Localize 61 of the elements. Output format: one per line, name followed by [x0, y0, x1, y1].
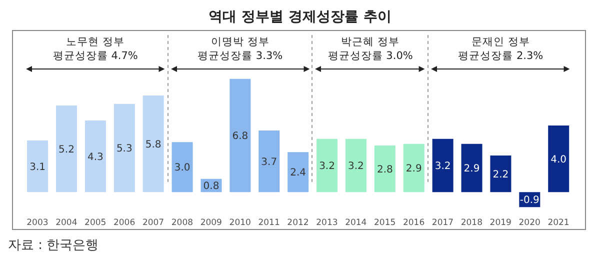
data-label: 2.8 — [376, 164, 393, 176]
data-label: 3.1 — [30, 162, 46, 173]
bar — [84, 120, 106, 192]
bar — [403, 144, 424, 192]
x-tick-label: 2007 — [142, 218, 164, 228]
x-tick-label: 2021 — [548, 218, 570, 228]
data-label: 3.2 — [434, 160, 451, 172]
bar — [490, 155, 512, 192]
x-tick-label: 2012 — [287, 218, 309, 228]
data-label: 5.2 — [58, 144, 74, 156]
x-tick-label: 2006 — [113, 218, 136, 228]
bar — [288, 152, 309, 192]
bar — [114, 104, 135, 192]
data-label: 2.4 — [290, 168, 306, 179]
x-tick-label: 2003 — [26, 218, 48, 228]
data-label: 5.8 — [145, 139, 162, 150]
data-label: 4.3 — [87, 152, 104, 163]
x-tick-label: 2013 — [316, 218, 338, 228]
data-label: 3.2 — [348, 160, 364, 172]
bar — [461, 144, 482, 192]
text: 자료 : 한국은행 — [8, 237, 99, 254]
text: 노무현 정부 평균성장률 4.7% — [52, 35, 139, 63]
bar — [548, 126, 570, 192]
x-tick-label: 2009 — [200, 218, 222, 228]
bar — [316, 138, 338, 192]
bar — [172, 142, 193, 192]
bar — [142, 96, 164, 192]
data-label: 0.8 — [203, 180, 220, 192]
bar — [432, 138, 454, 192]
bar — [345, 138, 366, 192]
data-label: 5.3 — [116, 144, 132, 154]
data-label: 2.2 — [492, 169, 509, 180]
x-tick-label: 2004 — [56, 218, 78, 228]
data-label: 6.8 — [232, 131, 248, 142]
x-tick-label: 2015 — [374, 218, 396, 228]
x-tick-label: 2005 — [84, 218, 106, 228]
bar — [230, 78, 251, 192]
x-tick-label: 2020 — [518, 218, 540, 228]
data-label: 3.7 — [261, 156, 278, 168]
data-label: -0.9 — [520, 195, 540, 206]
bar — [27, 140, 48, 192]
data-label: 2.9 — [406, 163, 422, 174]
x-tick-label: 2017 — [432, 218, 454, 228]
x-tick-label: 2011 — [258, 218, 280, 228]
x-tick-label: 2008 — [171, 218, 194, 228]
x-tick-label: 2016 — [402, 218, 425, 228]
data-label: 3.2 — [319, 160, 335, 172]
text: 박근혜 정부 평균성장률 3.0% — [326, 35, 414, 63]
x-tick-label: 2010 — [229, 218, 251, 228]
data-label: 4.0 — [550, 154, 567, 166]
data-label: 3.0 — [174, 162, 190, 174]
text: 이명박 정부 평균성장률 3.3% — [196, 35, 284, 63]
x-tick-label: 2018 — [460, 218, 483, 228]
x-tick-label: 2019 — [490, 218, 512, 228]
bar — [374, 146, 396, 192]
bar — [258, 130, 280, 192]
data-label: 2.9 — [464, 163, 480, 174]
x-tick-label: 2014 — [345, 218, 367, 228]
chart-title: 역대 정부별 경제성장률 추이 — [208, 8, 392, 27]
bar — [56, 106, 77, 192]
text: 문재인 정부 평균성장률 2.3% — [457, 35, 544, 63]
